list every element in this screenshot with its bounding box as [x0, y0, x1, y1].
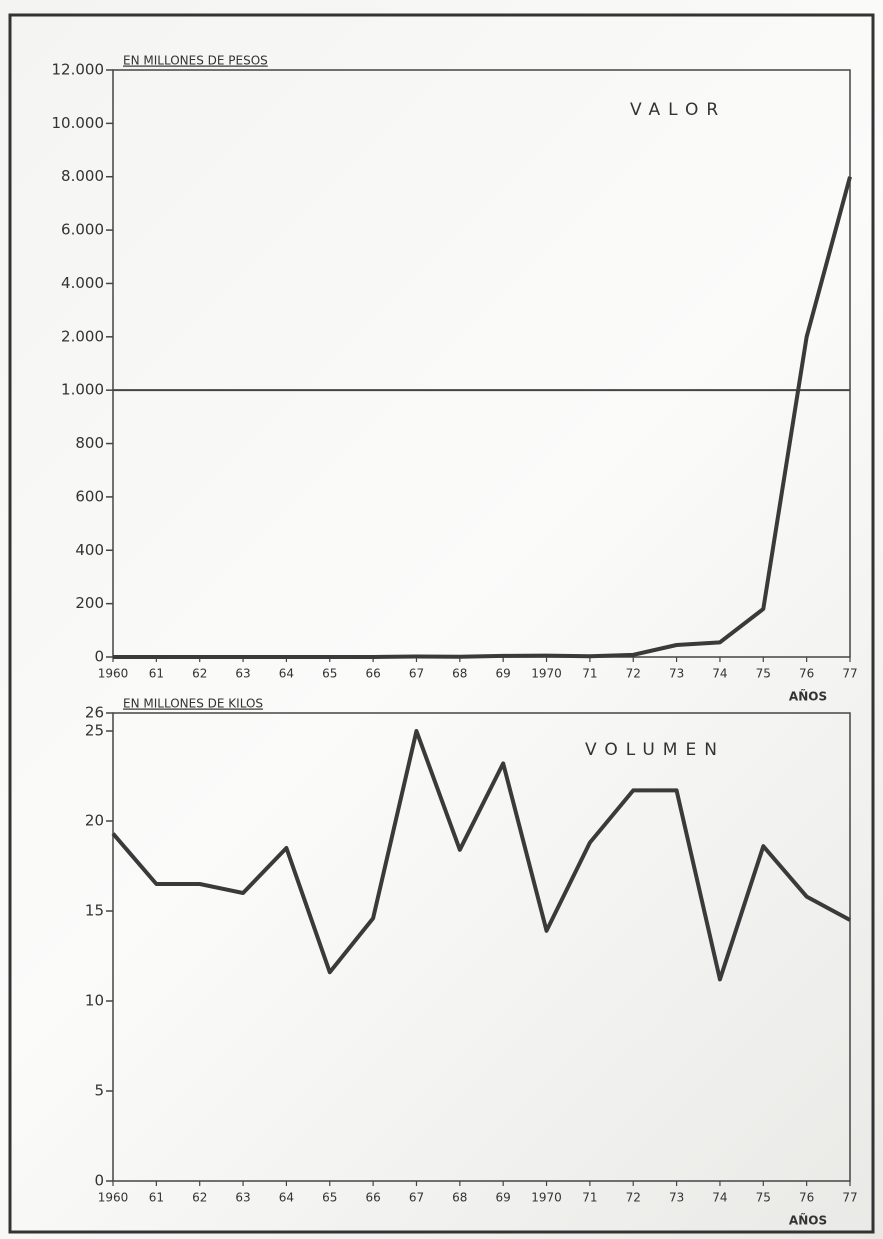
- y-tick-label: 0: [94, 1172, 104, 1190]
- x-tick-label: 72: [626, 1191, 641, 1205]
- x-tick-label: 75: [756, 1191, 771, 1205]
- x-tick-label: 62: [192, 1191, 207, 1205]
- y-tick-label: 10: [85, 992, 104, 1010]
- x-tick-label: 73: [669, 1191, 684, 1205]
- x-tick-label: 71: [582, 1191, 597, 1205]
- x-tick-label: 1960: [98, 1191, 129, 1205]
- y-tick-label: 26: [85, 704, 104, 722]
- chart-title: VOLUMEN: [585, 740, 725, 760]
- data-line: [111, 729, 851, 982]
- y-tick-label: 200: [75, 594, 104, 612]
- y-tick-label: 12.000: [52, 61, 105, 79]
- x-tick-label: 71: [582, 667, 597, 681]
- axis-annotation: EN MILLONES DE KILOS: [123, 697, 263, 711]
- x-tick-label: 1960: [98, 667, 129, 681]
- y-tick-label: 5: [94, 1082, 104, 1100]
- data-line: [113, 176, 852, 659]
- x-tick-label: 64: [279, 1191, 294, 1205]
- y-tick-label: 600: [75, 487, 104, 505]
- x-tick-label: 73: [669, 667, 684, 681]
- x-tick-label: 66: [365, 1191, 380, 1205]
- x-tick-label: 61: [149, 1191, 164, 1205]
- x-tick-label: 77: [842, 1191, 857, 1205]
- x-tick-label: 68: [452, 1191, 467, 1205]
- x-tick-label: 68: [452, 667, 467, 681]
- x-tick-label: 64: [279, 667, 294, 681]
- x-tick-label: 76: [799, 1191, 814, 1205]
- x-tick-label: 76: [799, 667, 814, 681]
- x-tick-label: 69: [496, 1191, 511, 1205]
- chart-title: VALOR: [630, 100, 726, 120]
- y-tick-label: 1.000: [61, 381, 104, 399]
- y-tick-label: 0: [94, 648, 104, 666]
- y-tick-label: 15: [85, 902, 104, 920]
- plot-box: [112, 69, 851, 658]
- x-tick-label: 67: [409, 667, 424, 681]
- x-tick-label: 69: [496, 667, 511, 681]
- x-tick-label: 62: [192, 667, 207, 681]
- x-tick-label: 65: [322, 667, 337, 681]
- x-tick-label: 61: [149, 667, 164, 681]
- x-tick-label: 1970: [531, 1191, 562, 1205]
- x-tick-label: 74: [712, 667, 727, 681]
- y-tick-label: 4.000: [61, 274, 104, 292]
- y-tick-label: 20: [85, 812, 104, 830]
- axis-annotation: EN MILLONES DE PESOS: [123, 54, 268, 68]
- y-tick-label: 10.000: [52, 114, 105, 132]
- y-tick-label: 25: [85, 722, 104, 740]
- x-tick-label: 63: [235, 1191, 250, 1205]
- y-tick-label: 6.000: [61, 221, 104, 239]
- y-tick-label: 800: [75, 434, 104, 452]
- plot-box: [112, 712, 851, 1182]
- x-tick-label: 65: [322, 1191, 337, 1205]
- x-tick-label: 77: [842, 667, 857, 681]
- x-tick-label: 66: [365, 667, 380, 681]
- frame: [8, 13, 875, 1234]
- x-tick-label: 75: [756, 667, 771, 681]
- x-tick-label: 74: [712, 1191, 727, 1205]
- x-tick-label: 72: [626, 667, 641, 681]
- x-tick-label: 63: [235, 667, 250, 681]
- x-axis-label: AÑOS: [789, 1213, 827, 1228]
- x-tick-label: 67: [409, 1191, 424, 1205]
- y-tick-label: 8.000: [61, 167, 104, 185]
- y-tick-label: 2.000: [61, 327, 104, 345]
- x-tick-label: 1970: [531, 667, 562, 681]
- y-tick-label: 400: [75, 541, 104, 559]
- x-axis-label: AÑOS: [789, 689, 827, 704]
